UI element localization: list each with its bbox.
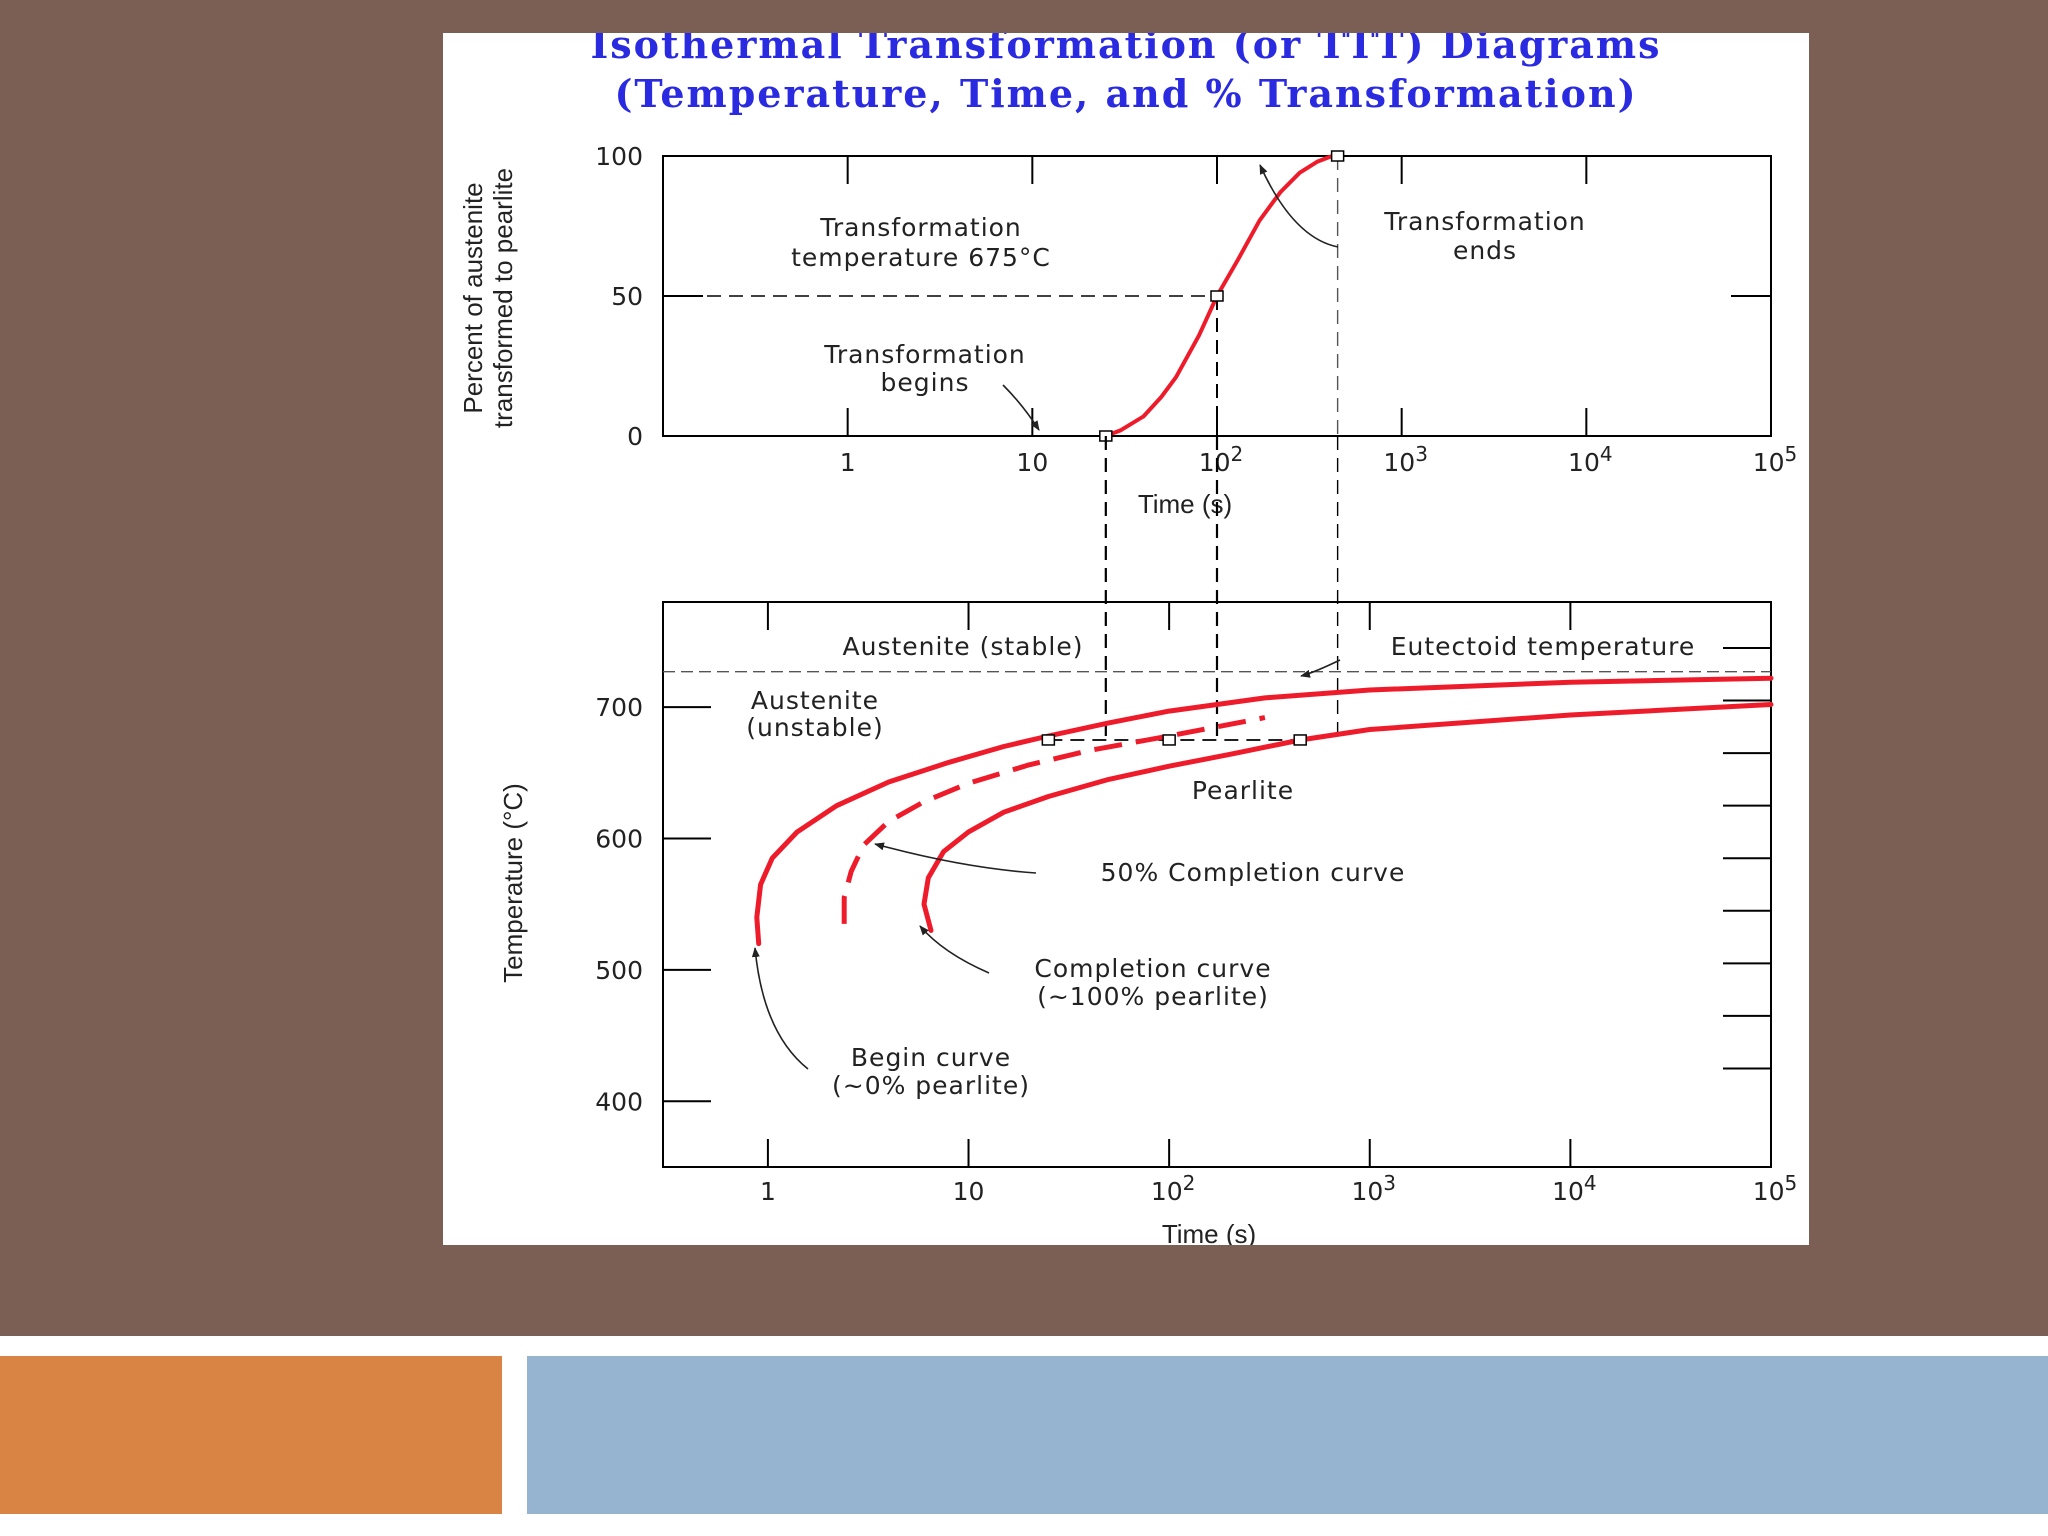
figure-title-line2: (Temperature, Time, and % Transformation… [614, 71, 1637, 116]
bottom-x-tick-labels: 1 10 102 103 104 105 [760, 1171, 1797, 1206]
transformation-ends-label-line2: ends [1453, 236, 1517, 265]
bottom-x-axis-label: Time (s) [1162, 1219, 1256, 1245]
top-x-tick-label: 10 [1016, 448, 1048, 477]
bottom-x-tick-label: 103 [1351, 1171, 1396, 1206]
top-y-tick-label: 50 [611, 282, 643, 311]
eutectoid-temperature-label: Eutectoid temperature [1391, 632, 1696, 661]
bottom-plot-frame [662, 601, 1772, 1168]
top-y-axis-label-line2: transformed to pearlite [488, 168, 518, 428]
top-x-tick-label: 104 [1568, 442, 1613, 477]
top-data-marker [1330, 150, 1345, 162]
bottom-y-tick-label: 400 [595, 1087, 643, 1116]
begin-curve-label-line2: (~0% pearlite) [832, 1071, 1030, 1100]
ttt-diagram-svg: Isothermal Transformation (or TTT) Diagr… [458, 33, 1797, 1245]
top-y-tick-labels: 0 50 100 [595, 142, 643, 451]
bottom-y-tick-label: 500 [595, 956, 643, 985]
bottom-x-tick-label: 104 [1552, 1171, 1597, 1206]
austenite-stable-label: Austenite (stable) [843, 632, 1084, 661]
isotherm-marker [1293, 734, 1307, 746]
top-plot-ticks [663, 155, 1772, 437]
begin-curve-label-line1: Begin curve [851, 1043, 1011, 1072]
top-x-tick-label: 102 [1199, 442, 1244, 477]
begin-curve [754, 675, 1774, 947]
isotherm-markers [1041, 734, 1307, 746]
accent-bar-left [0, 1356, 502, 1514]
transformation-begins-label-line2: begins [881, 368, 970, 397]
ttt-temperature-plot: 1 10 102 103 104 105 400 500 600 700 Time (s) Te… [498, 601, 1797, 1245]
fifty-percent-curve [841, 715, 1266, 924]
top-x-tick-labels: 1 10 102 103 104 105 [840, 442, 1798, 477]
top-y-tick-label: 0 [627, 422, 643, 451]
fifty-percent-curve-label: 50% Completion curve [1101, 858, 1406, 887]
completion-arrow [919, 925, 990, 974]
completion-curve-label-line2: (~100% pearlite) [1037, 982, 1269, 1011]
ttt-curves [754, 675, 1774, 947]
top-x-tick-label: 103 [1383, 442, 1428, 477]
ends-arrow [1259, 164, 1339, 248]
top-y-axis-label-line1: Percent of austenite [458, 182, 488, 413]
bottom-x-tick-label: 1 [760, 1177, 776, 1206]
bottom-x-tick-label: 105 [1753, 1171, 1798, 1206]
austenite-unstable-label-line2: (unstable) [746, 713, 884, 742]
figure-title-line1: Isothermal Transformation (or TTT) Diagr… [590, 33, 1661, 67]
top-x-tick-label: 105 [1753, 442, 1798, 477]
transformation-begins-label-line1: Transformation [823, 340, 1026, 369]
transformation-temp-label-line2: temperature 675°C [791, 243, 1051, 272]
transformation-ends-label-line1: Transformation [1383, 207, 1586, 236]
bottom-x-tick-label: 10 [953, 1177, 985, 1206]
bottom-y-tick-label: 700 [595, 693, 643, 722]
isotherm-marker [1041, 734, 1056, 746]
fifty-percent-arrow [874, 842, 1037, 874]
pearlite-label: Pearlite [1192, 776, 1294, 805]
bottom-x-tick-label: 102 [1151, 1171, 1196, 1206]
percent-transformed-curve [1105, 154, 1338, 438]
bottom-y-tick-label: 600 [595, 825, 643, 854]
plot-connector-lines [1104, 436, 1339, 740]
top-plot-guides [663, 156, 1339, 436]
austenite-unstable-label-line1: Austenite [751, 686, 879, 715]
eutectoid-arrow [1300, 659, 1341, 678]
bottom-plot-ticks [663, 602, 1772, 1167]
accent-bar-right [527, 1356, 2048, 1514]
top-x-tick-label: 1 [840, 448, 856, 477]
bottom-y-tick-labels: 400 500 600 700 [595, 693, 643, 1116]
top-data-marker [1210, 290, 1224, 302]
ttt-diagram-figure: Isothermal Transformation (or TTT) Diagr… [443, 33, 1809, 1245]
bottom-y-axis-label: Temperature (°C) [498, 783, 528, 983]
isotherm-marker [1162, 734, 1176, 746]
completion-curve [921, 702, 1774, 933]
completion-curve-label-line1: Completion curve [1034, 954, 1271, 983]
begins-arrow [1002, 384, 1040, 431]
begin-arrow [751, 947, 809, 1070]
top-y-tick-label: 100 [595, 142, 643, 171]
transformation-temp-label-line1: Transformation [819, 213, 1022, 242]
